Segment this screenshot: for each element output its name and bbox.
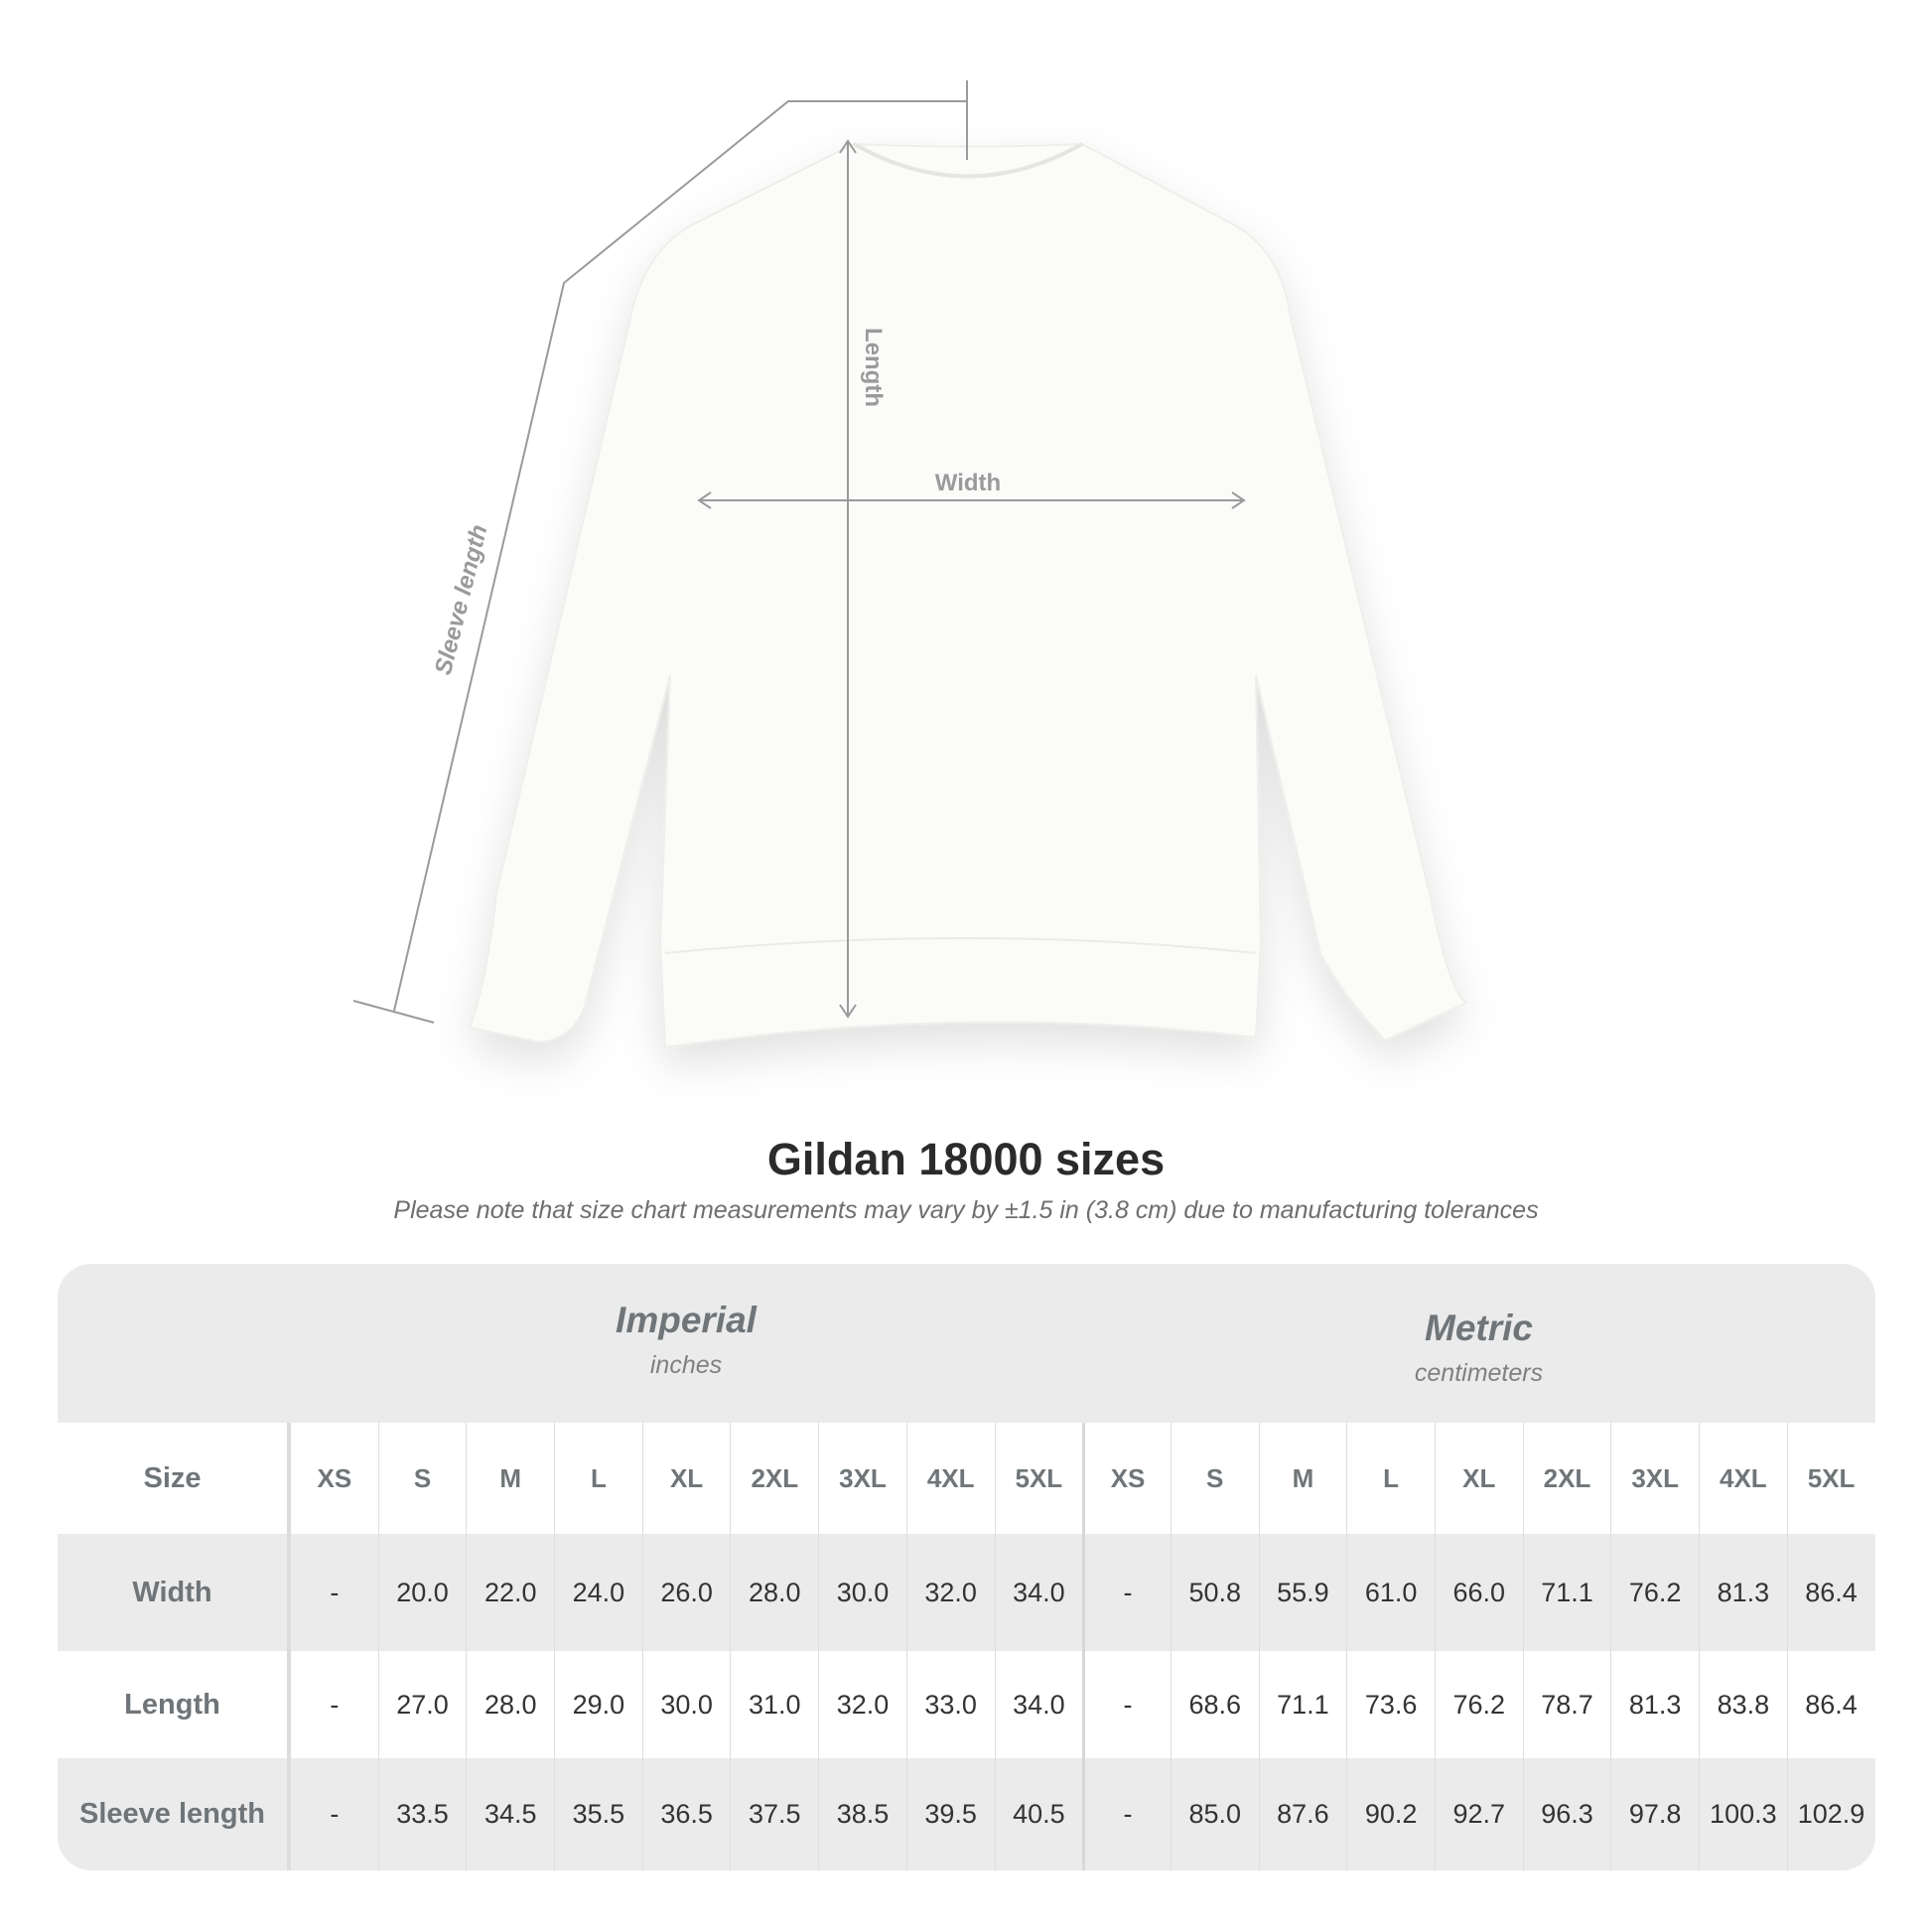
table-cell: 2XL [730,1423,818,1534]
size-label: Size [58,1423,290,1534]
table-cell: 90.2 [1346,1758,1435,1870]
table-cell: - [1082,1758,1171,1870]
table-cell: 37.5 [730,1758,818,1870]
imperial-header: Imperial inches [290,1264,1082,1423]
table-cell: 36.5 [641,1758,731,1870]
table-cell: 97.8 [1610,1758,1699,1870]
table-cell: 5XL [1786,1423,1875,1534]
table-cell: 29.0 [554,1651,642,1758]
table-cell: 33.5 [377,1758,467,1870]
row-label: Length [58,1651,290,1758]
table-cell: 50.8 [1170,1534,1259,1651]
table-cell: - [1082,1534,1171,1651]
table-cell: 4XL [1699,1423,1787,1534]
sleeve-length-label: Sleeve length [430,522,493,678]
size-table: Imperial inches Metric centimeters Size … [58,1264,1875,1870]
table-cell: 2XL [1522,1423,1611,1534]
table-cell: 39.5 [905,1758,995,1870]
table-cell: 20.0 [377,1534,467,1651]
table-cell: 78.7 [1522,1651,1611,1758]
table-cell: 66.0 [1434,1534,1523,1651]
table-cell: 71.1 [1258,1651,1347,1758]
unit-header [58,1264,1875,1423]
width-label: Width [935,470,1001,496]
table-cell: 92.7 [1434,1758,1523,1870]
measurement-lines [352,80,1246,1024]
table-cell: 81.3 [1699,1534,1787,1651]
table-cell: 31.0 [730,1651,818,1758]
table-cell: 4XL [905,1423,995,1534]
table-cell: 33.0 [905,1651,995,1758]
table-cell: 34.0 [994,1651,1083,1758]
table-cell: 34.5 [466,1758,554,1870]
table-cell: M [1258,1423,1347,1534]
table-cell: 100.3 [1699,1758,1787,1870]
table-cell: 68.6 [1170,1651,1259,1758]
table-cell: - [290,1651,378,1758]
table-cell: 5XL [994,1423,1083,1534]
table-cell: 86.4 [1786,1534,1875,1651]
table-cell: 32.0 [818,1651,906,1758]
table-cell: XS [1082,1423,1171,1534]
page-title: Gildan 18000 sizes [766,1134,1166,1184]
table-cell: 32.0 [905,1534,995,1651]
sweatshirt-diagram: Length Width Sleeve length [352,80,1469,1049]
table-cell: 3XL [1610,1423,1699,1534]
table-cell: XL [641,1423,731,1534]
table-cell: 71.1 [1522,1534,1611,1651]
table-cell: L [1346,1423,1435,1534]
table-cell: 86.4 [1786,1651,1875,1758]
table-cell: S [1170,1423,1259,1534]
tolerance-note: Please note that size chart measurements… [393,1196,1539,1224]
metric-title: Metric [1425,1308,1533,1348]
table-cell: 76.2 [1610,1534,1699,1651]
table-cell: 22.0 [466,1534,554,1651]
table-cell: 83.8 [1699,1651,1787,1758]
table-cell: 96.3 [1522,1758,1611,1870]
table-cell: - [290,1758,378,1870]
table-cell: 34.0 [994,1534,1083,1651]
imperial-title: Imperial [616,1300,757,1340]
table-cell: 40.5 [994,1758,1083,1870]
table-cell: 85.0 [1170,1758,1259,1870]
imperial-unit: inches [649,1351,723,1379]
table-cell: 76.2 [1434,1651,1523,1758]
table-cell: 87.6 [1258,1758,1347,1870]
table-cell: 24.0 [554,1534,642,1651]
metric-header: Metric centimeters [1082,1272,1875,1431]
table-cell: L [554,1423,642,1534]
table-cell: 30.0 [641,1651,731,1758]
table-row: Length -27.0 28.0 29.0 30.0 31.0 32.0 33.0 34.0-… [58,1651,1875,1758]
table-cell: S [377,1423,467,1534]
table-cell: 3XL [818,1423,906,1534]
table-cell: 30.0 [818,1534,906,1651]
table-cell: 27.0 [377,1651,467,1758]
table-cell: 61.0 [1346,1534,1435,1651]
size-row: Size XS S M L XL 2XL 3XL 4XL 5XL XS S M L XL 2XL 3XL 4XL… [58,1423,1875,1534]
table-cell: M [466,1423,554,1534]
row-label: Width [58,1534,290,1651]
row-label: Sleeve length [58,1758,290,1870]
table-cell: 26.0 [641,1534,731,1651]
table-cell: - [1082,1651,1171,1758]
table-cell: 55.9 [1258,1534,1347,1651]
table-cell: 102.9 [1786,1758,1875,1870]
table-cell: 38.5 [818,1758,906,1870]
table-row: Sleeve length -33.5 34.5 35.5 36.5 37.5 38.5 39… [58,1758,1875,1870]
table-cell: 35.5 [554,1758,642,1870]
table-cell: - [290,1534,378,1651]
table-cell: 28.0 [466,1651,554,1758]
table-cell: XS [290,1423,378,1534]
table-cell: XL [1434,1423,1523,1534]
table-cell: 73.6 [1346,1651,1435,1758]
table-cell: 28.0 [730,1534,818,1651]
length-label: Length [860,328,887,407]
sweatshirt-image [468,142,1469,1049]
metric-unit: centimeters [1414,1359,1544,1387]
table-row: Width -20.0 22.0 24.0 26.0 28.0 30.0 32.0 34.0-5… [58,1534,1875,1651]
table-cell: 81.3 [1610,1651,1699,1758]
